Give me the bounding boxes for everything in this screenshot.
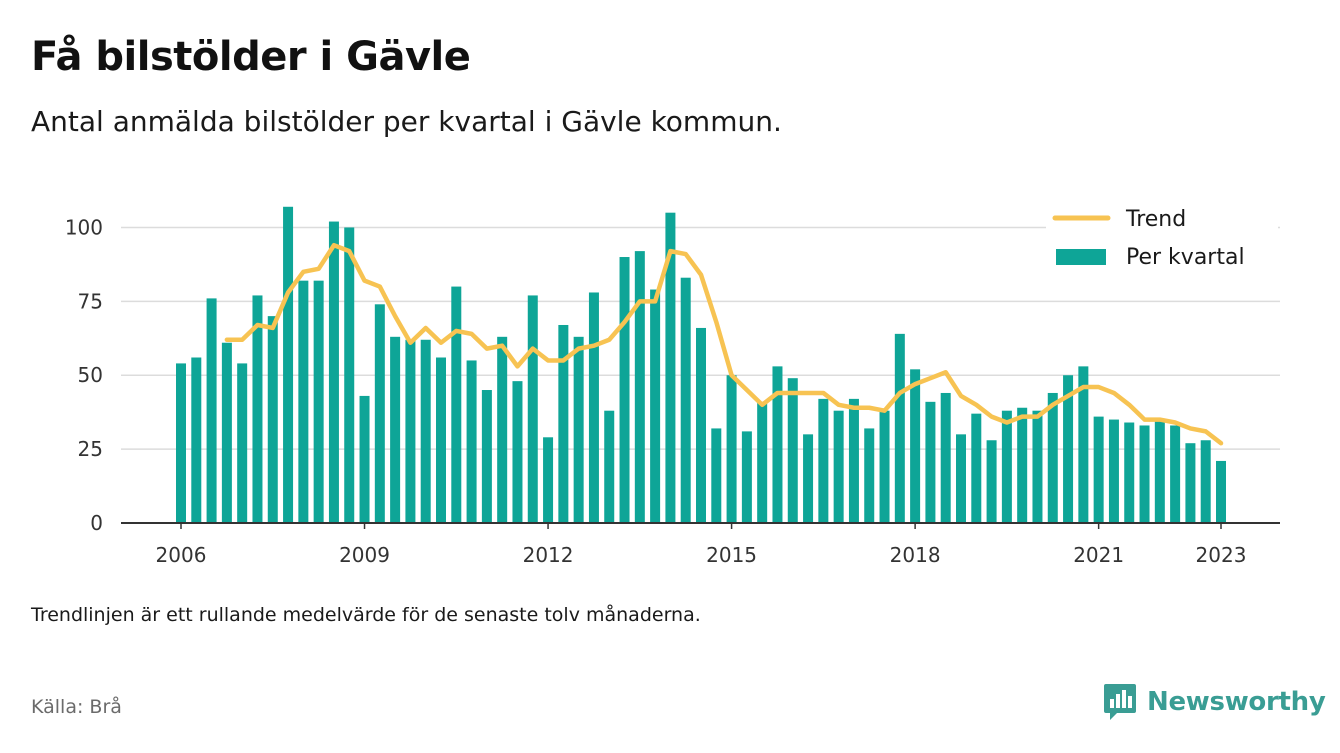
bar <box>1017 407 1028 523</box>
bar <box>971 413 982 523</box>
bar <box>298 280 309 523</box>
x-tick-label: 2023 <box>1196 543 1247 567</box>
bar <box>344 227 355 523</box>
bar <box>221 342 232 523</box>
newsworthy-logo-text: Newsworthy <box>1147 687 1326 717</box>
bar <box>711 428 722 523</box>
bar <box>497 336 508 523</box>
bar <box>328 221 339 523</box>
legend-bar-label: Per kvartal <box>1126 245 1245 270</box>
bar <box>512 381 523 523</box>
bar <box>1139 425 1150 523</box>
bar <box>176 363 186 523</box>
x-axis: 2006 2009 2012 2015 2018 2021 2023 <box>121 522 1280 567</box>
x-tick-label: 2015 <box>706 543 757 567</box>
bar <box>910 369 921 523</box>
bar <box>1216 460 1226 523</box>
bar <box>864 428 875 523</box>
bar <box>619 257 630 523</box>
y-tick-label: 25 <box>78 437 103 461</box>
bar <box>726 375 737 523</box>
bar <box>848 398 859 523</box>
bar <box>1063 375 1074 523</box>
bar <box>436 357 446 523</box>
chart-subtitle: Antal anmälda bilstölder per kvartal i G… <box>31 105 782 138</box>
bar <box>986 440 997 523</box>
legend: Trend Per kvartal <box>1046 196 1278 286</box>
bar <box>772 366 783 523</box>
x-tick-label: 2018 <box>890 543 941 567</box>
bar <box>757 401 768 523</box>
bar <box>956 434 966 523</box>
x-tick-label: 2021 <box>1073 543 1124 567</box>
y-tick-label: 100 <box>65 215 103 239</box>
bar <box>267 316 278 523</box>
bar <box>1124 422 1135 523</box>
bar <box>390 336 401 523</box>
bar <box>481 390 492 523</box>
bar <box>527 295 538 523</box>
bar <box>696 327 706 523</box>
bar <box>191 357 202 523</box>
x-tick-label: 2012 <box>523 543 574 567</box>
bar <box>1047 392 1058 523</box>
bar <box>451 286 462 523</box>
bar <box>787 378 798 523</box>
legend-trend-label: Trend <box>1125 207 1186 232</box>
bar <box>665 212 676 523</box>
bar <box>359 395 370 523</box>
y-tick-label: 0 <box>90 511 103 535</box>
chart-title: Få bilstölder i Gävle <box>31 34 471 80</box>
bar <box>1185 443 1196 523</box>
legend-background <box>1046 196 1278 286</box>
bar <box>313 280 324 523</box>
bar <box>1001 410 1012 523</box>
trend-line-group <box>224 242 1224 446</box>
bar <box>879 410 890 523</box>
y-axis-ticks: 0 25 50 75 100 <box>65 215 103 535</box>
bar <box>206 298 217 523</box>
bar <box>1200 440 1211 523</box>
x-tick-label: 2006 <box>156 543 207 567</box>
bar <box>558 324 569 523</box>
bar <box>1154 419 1165 523</box>
bars <box>176 206 1226 523</box>
bar <box>940 392 951 523</box>
bar <box>543 437 554 523</box>
bar <box>573 336 584 523</box>
legend-bar-swatch <box>1056 249 1106 265</box>
bar <box>604 410 615 523</box>
bar <box>1170 425 1181 523</box>
bar <box>1093 416 1104 523</box>
bar <box>405 339 416 523</box>
bar <box>588 292 599 523</box>
y-tick-label: 50 <box>78 363 103 387</box>
bar <box>252 295 263 523</box>
bar <box>1078 366 1089 523</box>
bar <box>925 401 936 523</box>
source-label: Källa: Brå <box>31 696 122 718</box>
x-tick-label: 2009 <box>339 543 390 567</box>
bar <box>1108 419 1119 523</box>
bar <box>650 289 661 523</box>
bar <box>634 251 645 523</box>
bar <box>1032 410 1043 523</box>
newsworthy-logo-icon <box>1104 684 1136 720</box>
bar <box>680 277 691 523</box>
trend-line <box>224 242 1224 446</box>
bar <box>420 339 431 523</box>
bar <box>237 363 248 523</box>
bar <box>283 206 294 523</box>
bar <box>466 360 477 523</box>
bar <box>374 304 385 523</box>
bar <box>818 398 829 523</box>
y-tick-label: 75 <box>78 289 103 313</box>
newsworthy-logo[interactable]: Newsworthy <box>1103 683 1326 721</box>
bar <box>894 333 905 523</box>
bar <box>833 410 844 523</box>
trend-footnote: Trendlinjen är ett rullande medelvärde f… <box>31 604 701 626</box>
bar <box>741 431 752 523</box>
bar <box>803 434 814 523</box>
